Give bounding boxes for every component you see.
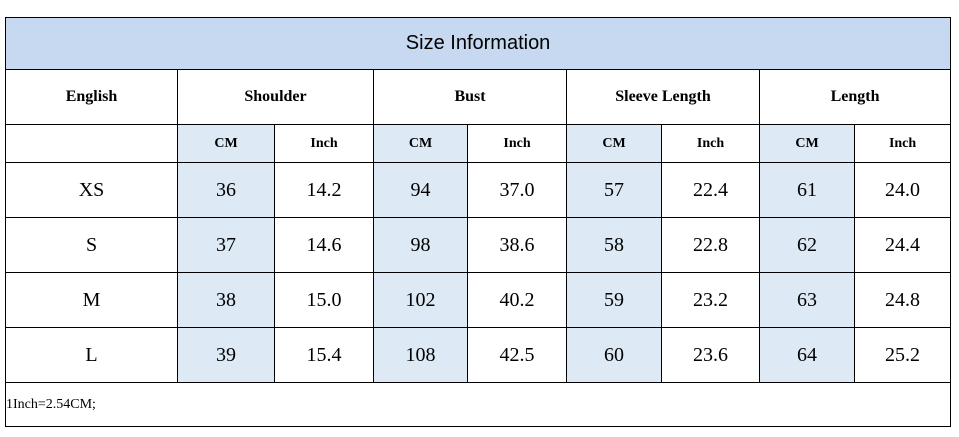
column-header: Bust — [373, 69, 567, 125]
measure-cell: 23.6 — [661, 327, 760, 383]
column-header: English — [5, 69, 178, 125]
measure-cell: 63 — [759, 272, 855, 328]
unit-header: CM — [759, 124, 855, 163]
table-row: CM Inch CM Inch CM Inch CM Inch — [5, 124, 952, 163]
measure-cell: 37 — [177, 217, 275, 273]
measure-cell: 24.8 — [853, 272, 952, 328]
unit-header: Inch — [853, 124, 952, 163]
note: 1Inch=2.54CM; — [4, 382, 952, 427]
column-header: Length — [758, 69, 952, 125]
table-row: XS 36 14.2 94 37.0 57 22.4 61 24.0 — [5, 162, 952, 218]
empty-cell — [5, 124, 178, 163]
measure-cell: 15.4 — [274, 327, 374, 383]
measure-cell: 94 — [373, 162, 468, 218]
table-title: Size Information — [4, 17, 952, 70]
measure-cell: 15.0 — [274, 272, 374, 328]
measure-cell: 36 — [177, 162, 275, 218]
measure-cell: 38.6 — [467, 217, 567, 273]
measure-cell: 61 — [759, 162, 855, 218]
unit-header: CM — [566, 124, 662, 163]
unit-header: CM — [373, 124, 468, 163]
measure-cell: 42.5 — [467, 327, 567, 383]
measure-cell: 102 — [373, 272, 468, 328]
measure-cell: 22.8 — [661, 217, 760, 273]
measure-cell: 14.6 — [274, 217, 374, 273]
size-table: Size Information English Shoulder Bust Sleev… — [4, 17, 952, 427]
column-header: Shoulder — [177, 69, 374, 125]
size-label: M — [5, 272, 178, 328]
measure-cell: 24.0 — [853, 162, 952, 218]
table-row: English Shoulder Bust Sleeve Length Length — [5, 69, 952, 125]
measure-cell: 23.2 — [661, 272, 760, 328]
measure-cell: 98 — [373, 217, 468, 273]
measure-cell: 22.4 — [661, 162, 760, 218]
measure-cell: 62 — [759, 217, 855, 273]
measure-cell: 38 — [177, 272, 275, 328]
measure-cell: 59 — [566, 272, 662, 328]
measure-cell: 108 — [373, 327, 468, 383]
column-header: Sleeve Length — [566, 69, 760, 125]
size-label: L — [5, 327, 178, 383]
size-label: S — [5, 217, 178, 273]
table-row: M 38 15.0 102 40.2 59 23.2 63 24.8 — [5, 272, 952, 328]
measure-cell: 60 — [566, 327, 662, 383]
measure-cell: 39 — [177, 327, 275, 383]
table-row: S 37 14.6 98 38.6 58 22.8 62 24.4 — [5, 217, 952, 273]
table-row: L 39 15.4 108 42.5 60 23.6 64 25.2 — [5, 327, 952, 383]
size-label: XS — [5, 162, 178, 218]
unit-header: Inch — [274, 124, 374, 163]
measure-cell: 57 — [566, 162, 662, 218]
table-row: 1Inch=2.54CM; — [4, 382, 952, 427]
measure-cell: 64 — [759, 327, 855, 383]
unit-header: CM — [177, 124, 275, 163]
measure-cell: 58 — [566, 217, 662, 273]
unit-header: Inch — [467, 124, 567, 163]
table-row: Size Information — [4, 17, 952, 70]
measure-cell: 24.4 — [853, 217, 952, 273]
unit-header: Inch — [661, 124, 760, 163]
measure-cell: 37.0 — [467, 162, 567, 218]
measure-cell: 40.2 — [467, 272, 567, 328]
measure-cell: 25.2 — [853, 327, 952, 383]
table-body: Size Information English Shoulder Bust Sleev… — [4, 17, 952, 427]
measure-cell: 14.2 — [274, 162, 374, 218]
